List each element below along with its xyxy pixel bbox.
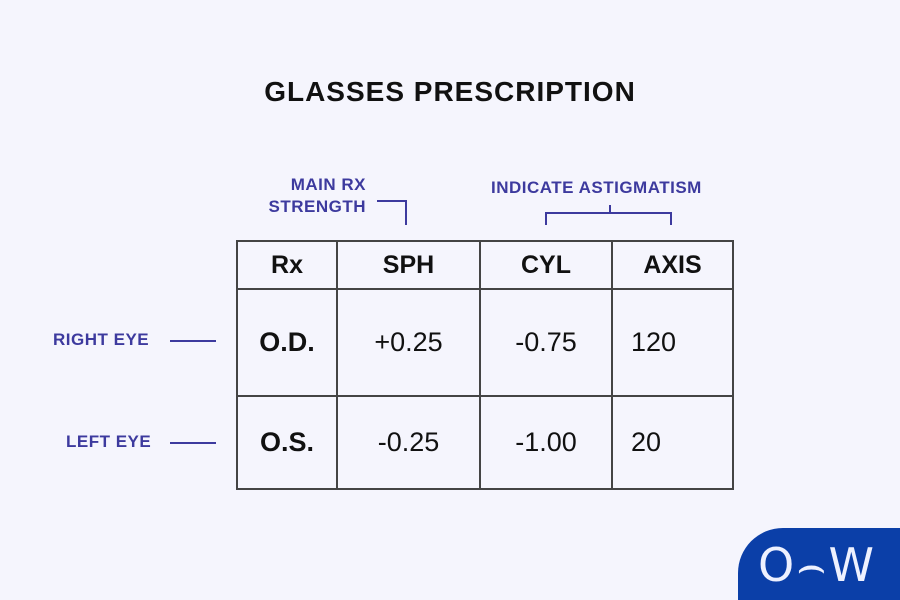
astig-bracket-tick [609,205,611,213]
od-cyl: -0.75 [479,288,613,397]
right-eye-line [170,340,216,342]
table-row: O.D. +0.25 -0.75 120 [236,288,734,397]
right-eye-label: RIGHT EYE [53,330,150,349]
astig-bracket-right [670,212,672,225]
header-cyl: CYL [479,240,613,290]
os-cyl: -1.00 [479,395,613,490]
table-row: O.S. -0.25 -1.00 20 [236,395,734,490]
main-rx-label: MAIN RX STRENGTH [258,174,366,218]
od-axis: 120 [611,288,734,397]
astig-bracket-h [545,212,672,214]
left-eye-line [170,442,216,444]
row-label-os: O.S. [236,395,338,490]
prescription-table: Rx SPH CYL AXIS O.D. +0.25 -0.75 120 O.S… [236,240,734,490]
table-header-row: Rx SPH CYL AXIS [236,240,734,290]
os-axis: 20 [611,395,734,490]
astig-bracket-left [545,212,547,225]
header-rx: Rx [236,240,338,290]
main-rx-line2: STRENGTH [268,197,366,216]
brand-logo-text: O⌢W [758,538,876,592]
header-sph: SPH [336,240,481,290]
main-rx-bracket-v [405,200,407,225]
astigmatism-label: INDICATE ASTIGMATISM [491,178,702,197]
header-axis: AXIS [611,240,734,290]
page-title: GLASSES PRESCRIPTION [264,76,636,107]
os-sph: -0.25 [336,395,481,490]
od-sph: +0.25 [336,288,481,397]
brand-logo [738,528,900,600]
left-eye-label: LEFT EYE [66,432,152,451]
row-label-od: O.D. [236,288,338,397]
main-rx-line1: MAIN RX [290,175,366,194]
main-rx-bracket-h [377,200,407,202]
